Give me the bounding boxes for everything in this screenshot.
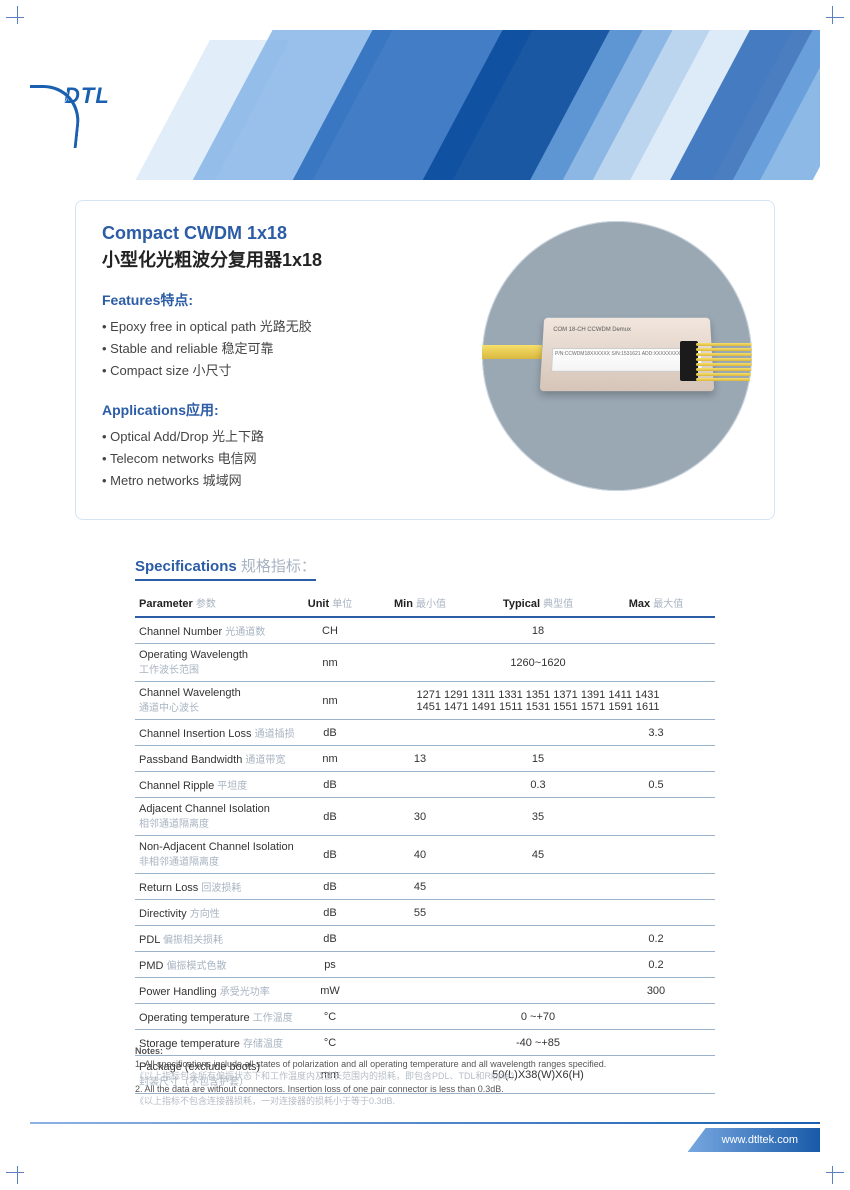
footer-divider [30, 1122, 820, 1124]
table-row: Operating temperature 工作温度°C0 ~+70 [135, 1004, 715, 1030]
specs-heading-en: Specifications [135, 558, 237, 575]
specs-heading: Specifications 规格指标： [135, 555, 316, 581]
company-logo: DTL [60, 70, 170, 122]
table-row: Directivity 方向性dB55 [135, 900, 715, 926]
table-header: Max 最大值 [597, 589, 715, 617]
table-row: Channel Number 光通道数CH18 [135, 617, 715, 644]
crop-mark [820, 6, 844, 30]
table-row: Channel Ripple 平坦度dB0.30.5 [135, 772, 715, 798]
notes-section: Notes: 1. All specifications include all… [135, 1045, 715, 1108]
device-top-label: COM 18-CH CCWDM Demux [553, 327, 631, 333]
table-row: Passband Bandwidth 通道带宽nm1315 [135, 746, 715, 772]
table-row: Operating Wavelength工作波长范围nm1260~1620 [135, 644, 715, 682]
table-row: PDL 偏振相关损耗dB0.2 [135, 926, 715, 952]
table-row: Power Handling 承受光功率mW300 [135, 978, 715, 1004]
specifications-section: Specifications 规格指标： Parameter 参数Unit 单位… [135, 555, 715, 1094]
fiber-cable-right [696, 341, 752, 381]
table-row: Non-Adjacent Channel Isolation非相邻通道隔离度dB… [135, 836, 715, 874]
logo-text: DTL [64, 83, 110, 109]
notes-heading: Notes: [135, 1045, 715, 1058]
table-row: Adjacent Channel Isolation相邻通道隔离度dB3035 [135, 798, 715, 836]
table-row: Channel Insertion Loss 通道插损dB3.3 [135, 720, 715, 746]
footer: www.dtltek.com [30, 1128, 820, 1152]
crop-mark [6, 6, 30, 30]
table-row: Channel Wavelength通道中心波长nm1271 1291 1311… [135, 682, 715, 720]
table-row: Return Loss 回波损耗dB45 [135, 874, 715, 900]
note-line: 1. All specifications include all states… [135, 1058, 715, 1083]
table-header: Typical 典型值 [479, 589, 597, 617]
table-header: Parameter 参数 [135, 589, 299, 617]
product-card: Compact CWDM 1x18 小型化光粗波分复用器1x18 Feature… [75, 200, 775, 520]
note-line: 2. All the data are without connectors. … [135, 1083, 715, 1108]
product-image: COM 18-CH CCWDM Demux P/N:CCWDM18XXXXXX … [482, 221, 752, 491]
specs-table: Parameter 参数Unit 单位Min 最小值Typical 典型值Max… [135, 589, 715, 1094]
crop-mark [6, 1160, 30, 1184]
crop-mark [820, 1160, 844, 1184]
table-header: Min 最小值 [361, 589, 479, 617]
table-header: Unit 单位 [299, 589, 361, 617]
header-banner: DTL [30, 30, 820, 180]
fiber-cable-left [482, 345, 542, 359]
specs-heading-cn: 规格指标： [237, 558, 316, 575]
table-row: PMD 偏振模式色散ps0.2 [135, 952, 715, 978]
footer-url: www.dtltek.com [688, 1128, 820, 1152]
